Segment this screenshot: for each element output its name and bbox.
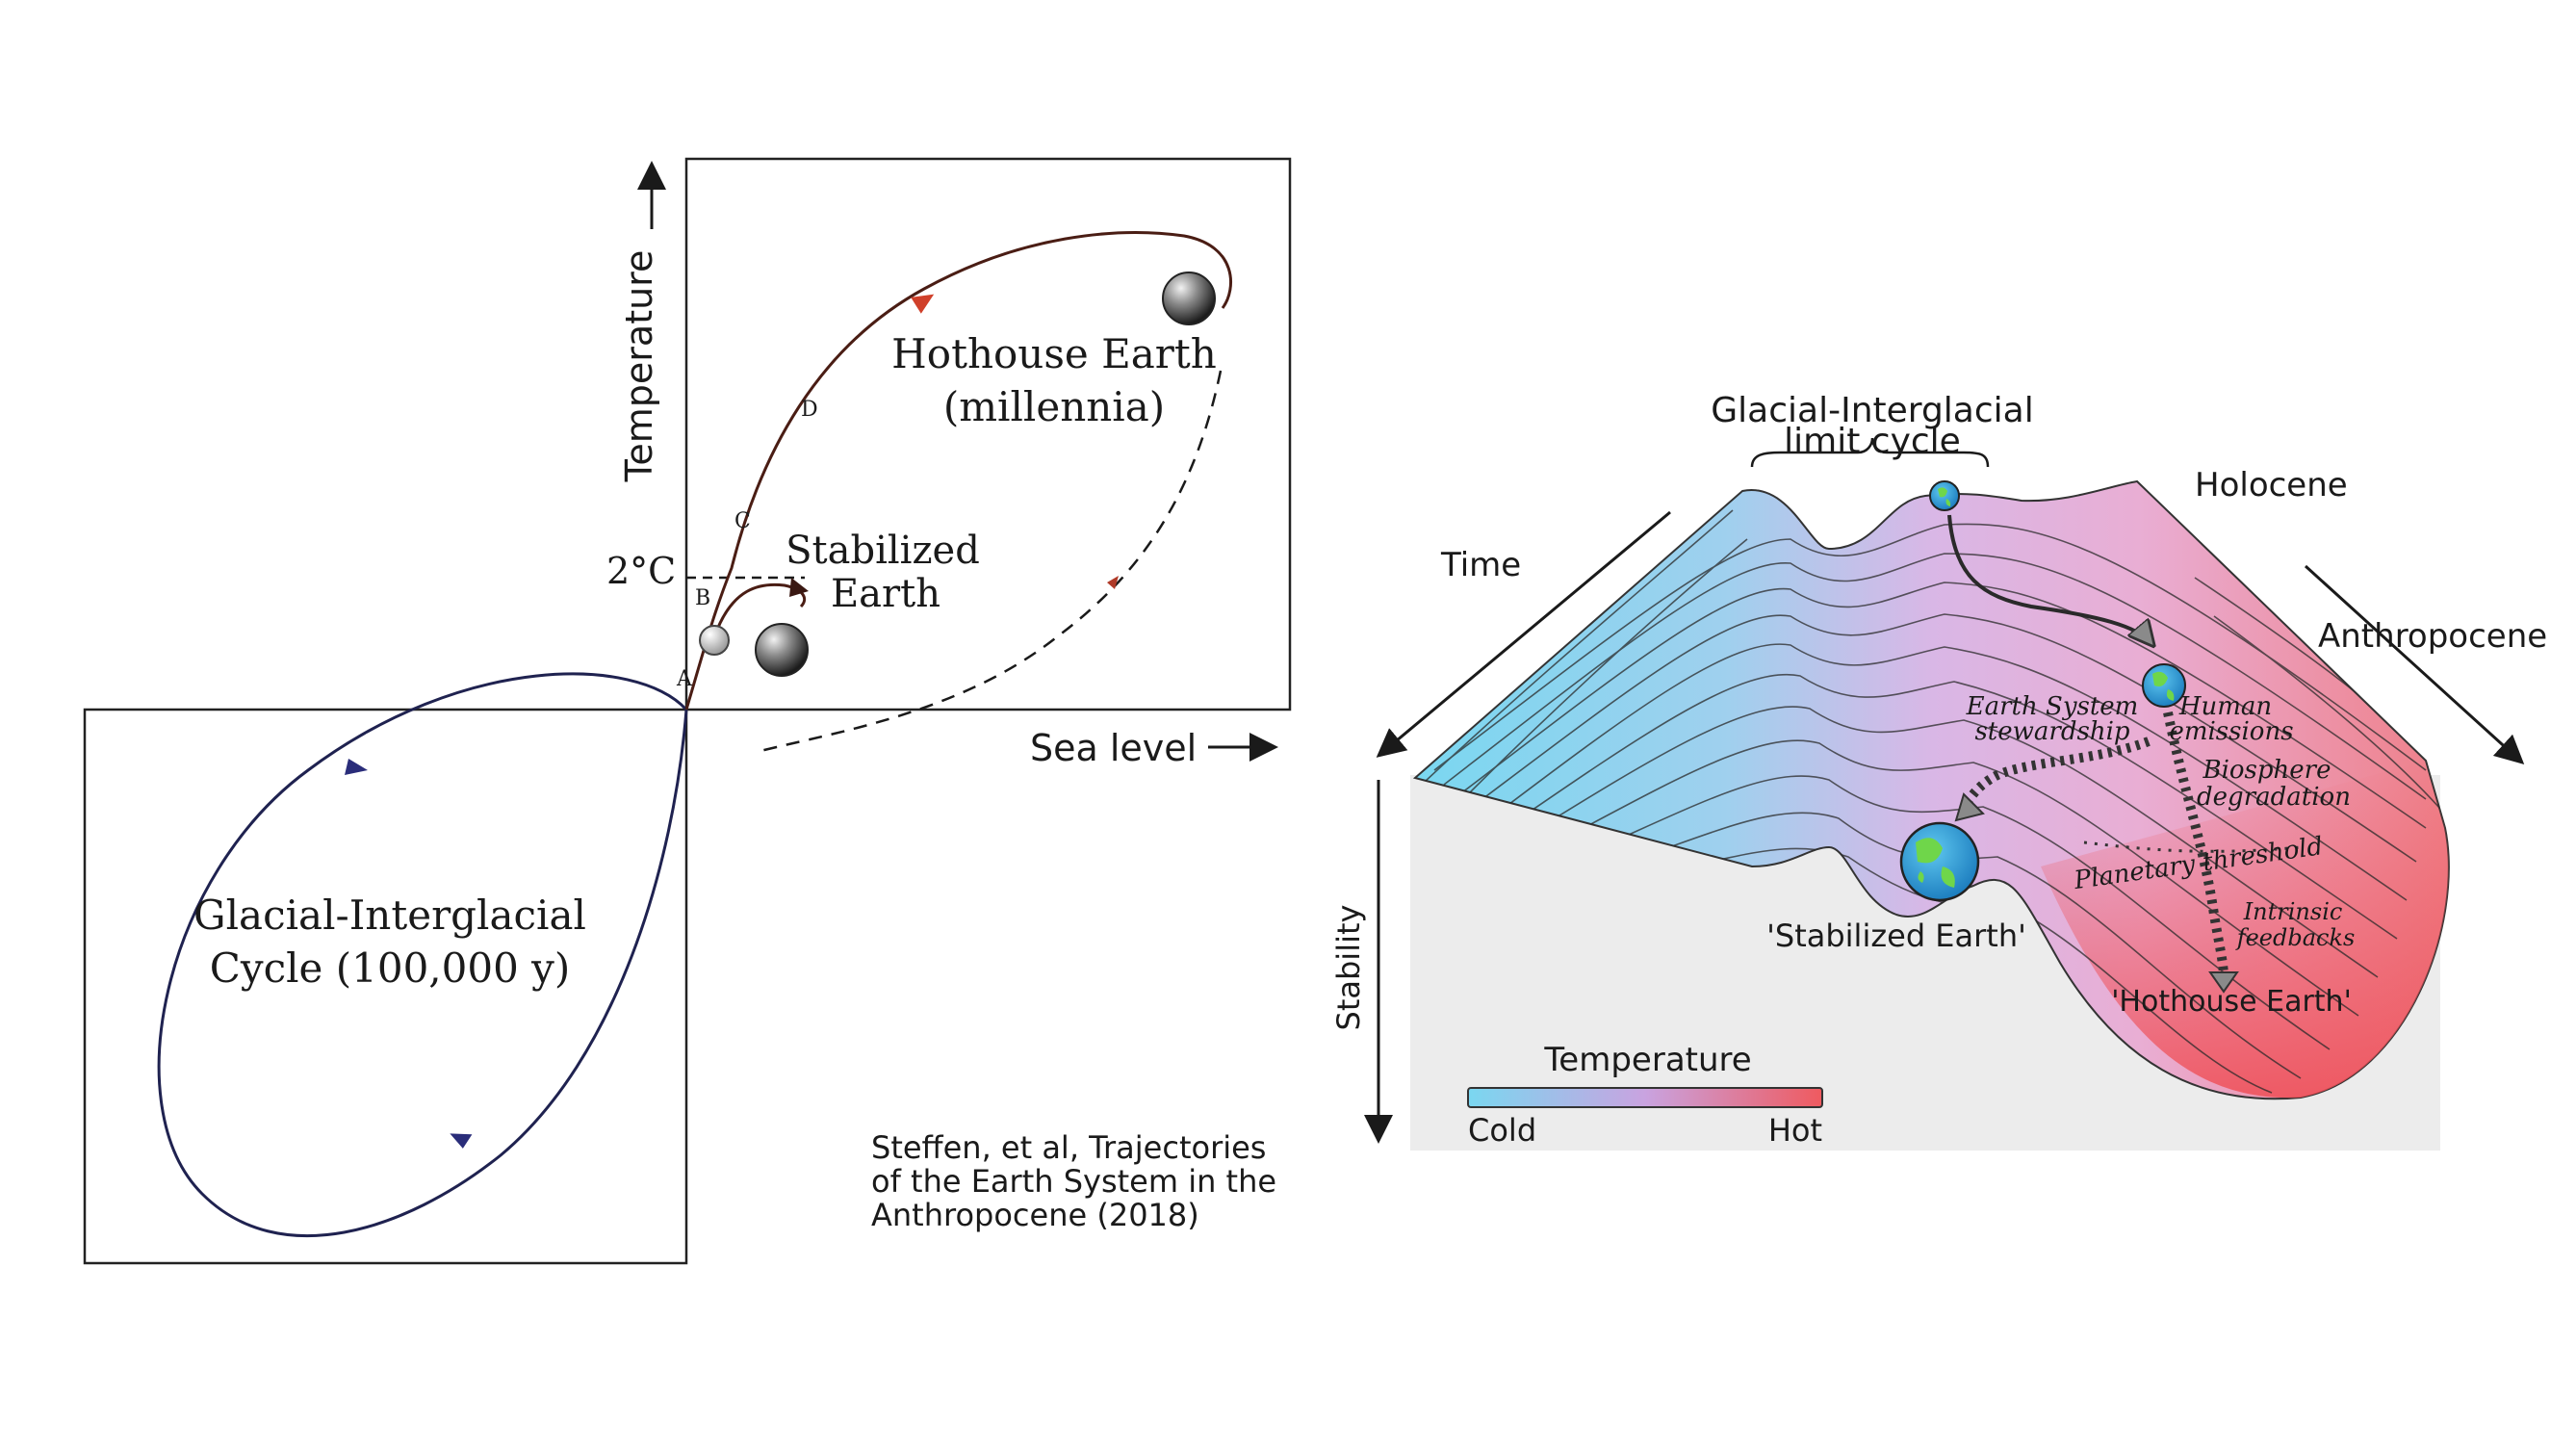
legend-color-bar [1467, 1087, 1823, 1108]
two-degree-label: 2°C [606, 550, 676, 592]
feedbacks-line2: feedbacks [2235, 924, 2356, 951]
x-axis-label: Sea level [1030, 727, 1197, 769]
stewardship-arrowhead [1954, 792, 1985, 822]
stability-landscape: Glacial-Interglacial limit cycle Holocen… [1330, 391, 2547, 1151]
hothouse-arrowhead [2208, 971, 2239, 994]
temperature-legend: Temperature Cold Hot [1467, 1041, 1823, 1149]
emissions-line2: emissions [2169, 717, 2293, 746]
citation-line3: Anthropocene (2018) [871, 1197, 1199, 1233]
contour-lines [1424, 509, 2441, 1094]
citation: Steffen, et al, Trajectories of the Eart… [871, 1129, 1276, 1233]
hothouse-trajectory [684, 231, 1233, 711]
feedbacks-line1: Intrinsic [2243, 898, 2343, 925]
legend-title: Temperature [1543, 1041, 1751, 1079]
stabilized-earth-label: 'Stabilized Earth' [1766, 918, 2026, 954]
stabilized-branch [712, 582, 807, 638]
stabilized-label-line1: Stabilized [786, 529, 980, 573]
time-axis-arrow [1376, 510, 1671, 758]
stewardship-line2: stewardship [1974, 717, 2129, 746]
anthropocene-label: Anthropocene [2318, 617, 2547, 656]
hothouse-valley-shade [2041, 761, 2449, 1099]
stewardship-path [1959, 737, 2151, 812]
citation-line1: Steffen, et al, Trajectories [871, 1129, 1266, 1166]
lower-quadrant-box [83, 708, 688, 1265]
path-marker-b: B [695, 586, 710, 610]
biosphere-line1: Biosphere [2202, 756, 2331, 785]
stabilized-earth-globe [1899, 821, 1980, 902]
limit-cycle-line1: Glacial-Interglacial [1711, 391, 2033, 430]
holocene-to-anthropocene-arrow [1947, 514, 2151, 643]
anthropocene-arrow [2304, 564, 2525, 765]
hothouse-trajectory-arrow [911, 294, 935, 314]
current-state-ball [699, 625, 730, 656]
citation-line2: of the Earth System in the [871, 1163, 1276, 1200]
path-marker-d: D [801, 398, 818, 422]
holocene-globe [1929, 480, 1960, 511]
emissions-line1: Human [2178, 692, 2272, 721]
return-path-arrow [1107, 576, 1119, 589]
stewardship-line1: Earth System [1966, 692, 2139, 721]
glacial-loop-arrow-down [450, 1133, 473, 1149]
stabilized-label-line2: Earth [831, 572, 940, 616]
glacial-cycle-loop [157, 672, 688, 1238]
path-marker-c: C [734, 509, 751, 533]
glacial-label-line1: Glacial-Interglacial [193, 892, 586, 939]
biosphere-line2: degradation [2197, 783, 2351, 812]
legend-hot-label: Hot [1768, 1112, 1822, 1149]
glacial-loop-arrow-up [345, 759, 368, 775]
glacial-label-line2: Cycle (100,000 y) [210, 944, 571, 992]
y-axis-label: Temperature [618, 250, 660, 483]
anthropocene-globe [2142, 663, 2186, 708]
hothouse-earth-label: 'Hothouse Earth' [2111, 985, 2352, 1019]
hothouse-ball [1162, 272, 1216, 325]
holocene-label: Holocene [2195, 466, 2348, 504]
hothouse-label-line1: Hothouse Earth [891, 330, 1217, 377]
hothouse-label-line2: (millennia) [943, 383, 1165, 430]
stabilized-ball [755, 623, 809, 677]
limit-cycle-bracket [1750, 437, 1990, 468]
legend-cold-label: Cold [1468, 1112, 1536, 1149]
upper-quadrant-box [684, 157, 1292, 711]
stability-label: Stability [1330, 905, 1367, 1031]
path-marker-a: A [676, 667, 693, 691]
stabilized-branch-arrow [789, 578, 809, 597]
planetary-threshold-line [2083, 840, 2302, 853]
phase-diagram: Temperature Sea level 2°C A B C D Hothou… [83, 157, 1292, 1265]
time-label: Time [1440, 546, 1521, 584]
